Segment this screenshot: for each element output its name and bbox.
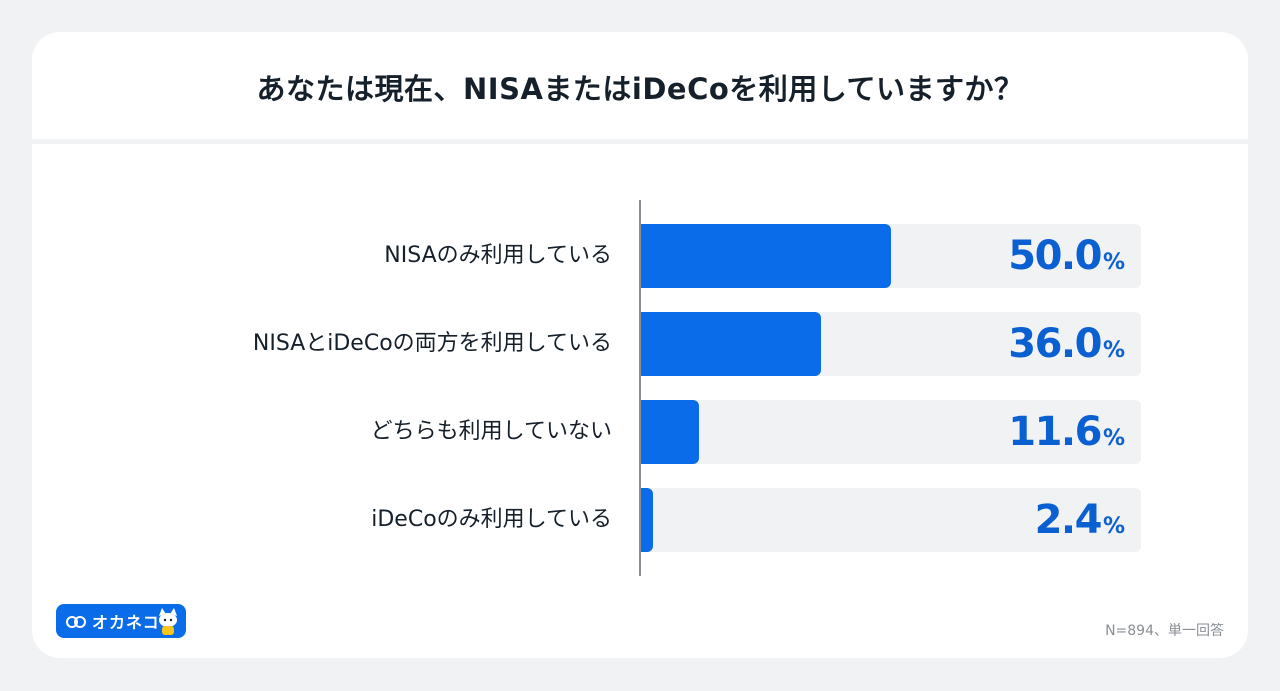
value-unit: %: [1102, 514, 1125, 539]
value-unit: %: [1102, 250, 1125, 275]
value-number: 11.6: [1008, 409, 1102, 455]
bar: [641, 488, 653, 552]
bar-track: 36.0%: [641, 312, 1141, 376]
bar-track: 11.6%: [641, 400, 1141, 464]
sample-note: N=894、単一回答: [1105, 623, 1224, 639]
category-label: NISAとiDeCoの両方を利用している: [252, 331, 612, 356]
value-label: 50.0%: [1008, 224, 1125, 288]
value-unit: %: [1102, 426, 1125, 451]
infinity-icon: [66, 615, 86, 628]
value-number: 36.0: [1008, 321, 1102, 367]
title-divider: [32, 139, 1248, 144]
value-label: 11.6%: [1008, 400, 1125, 464]
bar-track: 2.4%: [641, 488, 1141, 552]
bar: [641, 400, 699, 464]
value-number: 50.0: [1008, 233, 1102, 279]
category-label: NISAのみ利用している: [384, 243, 612, 268]
brand-logo: オカネコ: [56, 604, 186, 638]
value-unit: %: [1102, 338, 1125, 363]
chart-title: あなたは現在、NISAまたはiDeCoを利用していますか？: [256, 72, 1024, 106]
value-label: 2.4%: [1035, 488, 1125, 552]
category-label: どちらも利用していない: [370, 419, 612, 444]
category-label: iDeCoのみ利用している: [371, 507, 612, 532]
bar-track: 50.0%: [641, 224, 1141, 288]
brand-logo-text: オカネコ: [92, 613, 160, 632]
bar: [641, 224, 891, 288]
value-label: 36.0%: [1008, 312, 1125, 376]
y-axis-line: [639, 200, 641, 576]
cat-mascot-icon: [159, 608, 177, 635]
value-number: 2.4: [1034, 497, 1103, 543]
chart-card: あなたは現在、NISAまたはiDeCoを利用していますか？ NISAのみ利用して…: [32, 32, 1248, 658]
bar: [641, 312, 821, 376]
